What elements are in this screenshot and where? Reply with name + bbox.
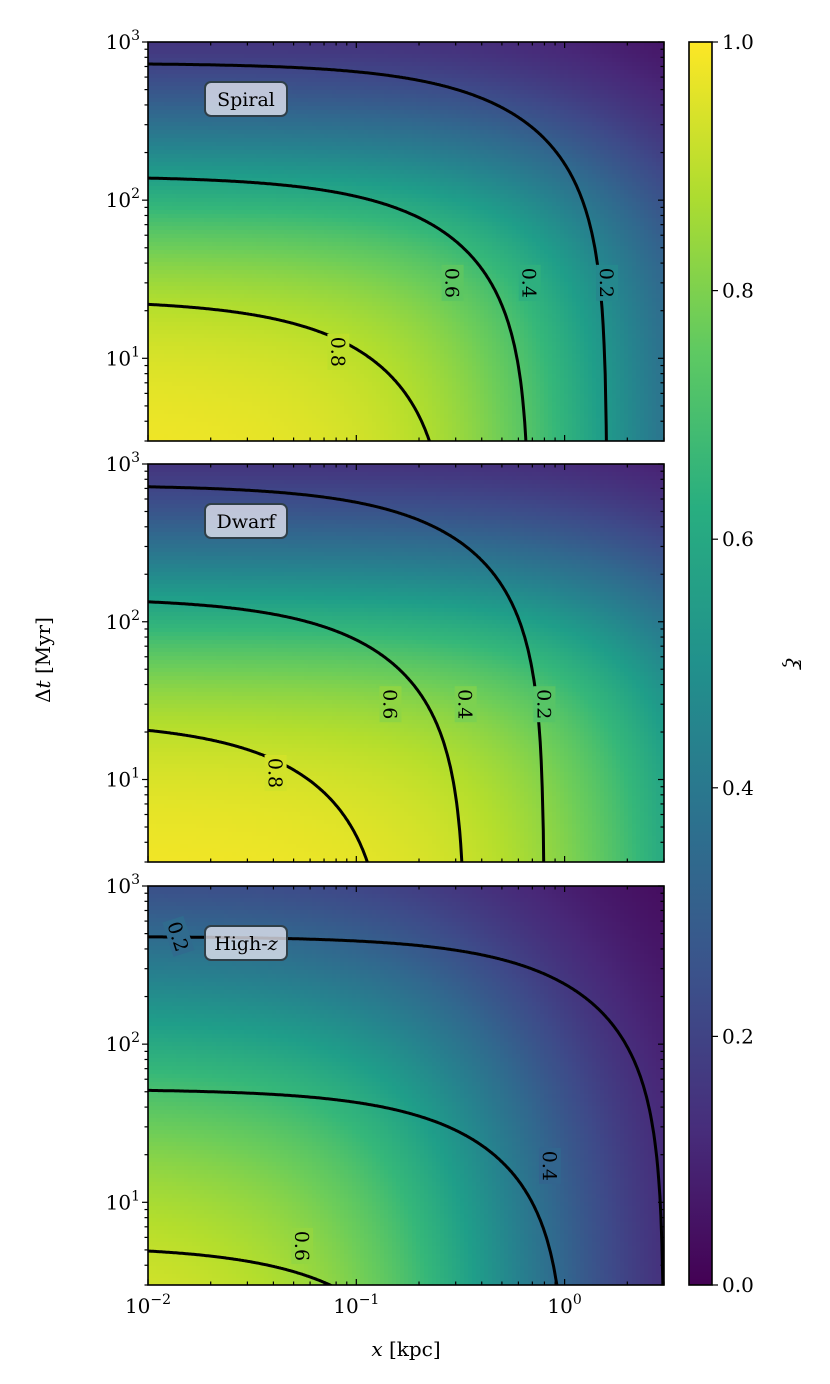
panel-label: Spiral: [217, 89, 275, 111]
contour-line-0.4: [148, 600, 464, 862]
contour-label: 0.8: [264, 758, 286, 788]
y-tick-label: 103: [106, 28, 140, 54]
x-axis-label: x [kpc]: [371, 1337, 440, 1361]
contour-label: 0.2: [532, 689, 554, 719]
contour-label: 0.6: [441, 268, 463, 298]
contour-label: 0.4: [518, 268, 540, 298]
panel-label-box: High-z: [204, 925, 288, 961]
y-tick-label: 101: [106, 766, 140, 792]
y-tick-label: 101: [106, 1188, 140, 1214]
axes-frame: [147, 41, 665, 442]
panel-spiral: 0.2 0.4 0.6 0.8 101 102 103 Spiral: [106, 28, 665, 442]
y-tick-label: 103: [106, 450, 140, 476]
y-tick-label: 102: [106, 186, 140, 212]
colorbar-tick-label: 0.0: [722, 1273, 754, 1297]
colorbar-gradient: [688, 41, 713, 1286]
axes-frame: [147, 885, 665, 1286]
y-tick-label: 102: [106, 1030, 140, 1056]
x-tick-label: 10−2: [125, 1292, 171, 1318]
x-tick-label: 10−1: [333, 1292, 379, 1318]
axis-labels: x [kpc] Δt [Myr]: [31, 617, 441, 1361]
heatmap: [148, 464, 664, 862]
contour-label: 0.6: [290, 1231, 312, 1261]
contour-label: 0.4: [538, 1151, 560, 1181]
contours: [148, 62, 608, 441]
contour-line-0.6: [148, 302, 431, 441]
ticks: [142, 885, 665, 1286]
contour-label: 0.6: [379, 689, 401, 719]
panel-label: Dwarf: [217, 511, 278, 533]
colorbar-tick-label: 0.4: [722, 776, 754, 800]
contour-line-0.4: [148, 176, 528, 441]
colorbar-tick-label: 0.2: [722, 1024, 754, 1048]
colorbar-tick-label: 0.6: [722, 527, 754, 551]
panels: 0.2 0.4 0.6 0.8 101 102 103 Spiral 0.2 0.4 0.6 0.8 1…: [106, 28, 665, 1318]
contour-label: 0.8: [326, 337, 348, 367]
panel-label: High-z: [214, 933, 278, 955]
x-tick-label: 100: [547, 1292, 581, 1318]
axes-frame: [147, 463, 665, 863]
contour-line-0.2: [148, 62, 608, 441]
colorbar-tick-label: 0.8: [722, 279, 754, 303]
contour-line-0.2: [148, 485, 546, 862]
panel-dwarf: 0.2 0.4 0.6 0.8 101 102 103 Dwarf: [106, 450, 665, 863]
colorbar-tick-label: 1.0: [722, 30, 754, 54]
panel-label-box: Spiral: [204, 81, 288, 117]
contour-label: 0.4: [454, 689, 476, 719]
y-tick-label: 102: [106, 608, 140, 634]
panel-label-box: Dwarf: [204, 503, 288, 539]
ticks: [142, 41, 665, 442]
colorbar: 0.0 0.2 0.4 0.6 0.8 1.0 ξ: [688, 30, 805, 1297]
y-tick-label: 101: [106, 344, 140, 370]
contour-line-0.4: [148, 1088, 559, 1285]
ticks: [142, 463, 665, 863]
contour-label: 0.2: [595, 268, 617, 298]
colorbar-label: ξ: [781, 658, 805, 670]
y-axis-label: Δt [Myr]: [31, 617, 55, 703]
contour-line-0.6: [148, 1249, 334, 1285]
y-tick-label: 103: [106, 872, 140, 898]
